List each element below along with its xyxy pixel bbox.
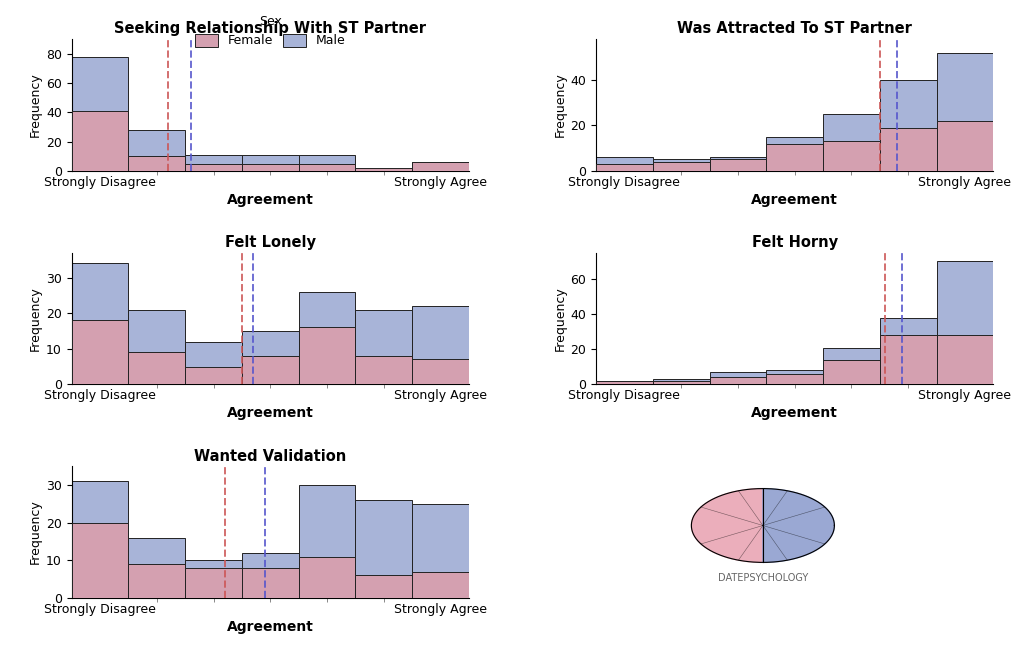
Bar [766,370,823,384]
Bar [937,121,993,171]
Bar [72,263,128,384]
Bar [880,335,937,384]
Bar [710,372,766,384]
Bar [185,155,242,171]
Bar [937,261,993,384]
Bar [242,331,299,384]
Text: DATEPSYCHOLOGY: DATEPSYCHOLOGY [718,573,808,583]
Bar [355,309,413,384]
Title: Seeking Relationship With ST Partner: Seeking Relationship With ST Partner [115,21,426,36]
X-axis label: Agreement: Agreement [752,406,838,421]
X-axis label: Agreement: Agreement [227,620,313,634]
Bar [596,157,652,171]
Y-axis label: Frequency: Frequency [29,73,42,137]
Bar [596,381,652,384]
Title: Was Attracted To ST Partner: Was Attracted To ST Partner [677,21,912,36]
Bar [710,159,766,171]
Bar [128,309,185,384]
Bar [242,552,299,598]
Bar [299,328,355,384]
Bar [413,306,469,384]
X-axis label: Agreement: Agreement [227,193,313,207]
Bar [72,481,128,598]
Bar [355,356,413,384]
Bar [185,342,242,384]
Bar [823,141,880,171]
Bar [185,367,242,384]
Bar [766,144,823,171]
Title: Felt Horny: Felt Horny [752,235,838,250]
Polygon shape [691,489,763,562]
Bar [128,130,185,171]
Bar [128,538,185,598]
Bar [596,164,652,171]
Bar [242,356,299,384]
Title: Wanted Validation: Wanted Validation [195,448,346,463]
Bar [596,381,652,384]
Bar [128,352,185,384]
Bar [355,168,413,171]
Bar [937,53,993,171]
Bar [185,560,242,598]
Bar [413,162,469,171]
Bar [299,556,355,598]
Bar [766,136,823,171]
Bar [652,381,710,384]
Bar [72,523,128,598]
Y-axis label: Frequency: Frequency [553,73,566,137]
Bar [242,568,299,598]
Bar [413,571,469,598]
Bar [299,155,355,171]
Bar [823,348,880,384]
Bar [652,162,710,171]
Bar [128,564,185,598]
Title: Felt Lonely: Felt Lonely [225,235,315,250]
X-axis label: Agreement: Agreement [752,193,838,207]
Legend: Female, Male: Female, Male [189,8,351,54]
Bar [185,164,242,171]
Bar [413,162,469,171]
Bar [299,164,355,171]
Bar [710,378,766,384]
Bar [823,114,880,171]
Bar [72,320,128,384]
Bar [413,359,469,384]
Bar [72,111,128,171]
Y-axis label: Frequency: Frequency [29,286,42,351]
Bar [185,568,242,598]
Bar [880,318,937,384]
Bar [299,485,355,598]
Y-axis label: Frequency: Frequency [29,500,42,564]
Bar [710,157,766,171]
Bar [880,127,937,171]
Bar [242,164,299,171]
Bar [937,335,993,384]
Bar [299,292,355,384]
Bar [880,80,937,171]
Bar [128,156,185,171]
Polygon shape [763,489,835,562]
Bar [413,504,469,598]
Bar [72,57,128,171]
Bar [652,159,710,171]
Bar [355,500,413,598]
Y-axis label: Frequency: Frequency [553,286,566,351]
Bar [242,155,299,171]
Bar [355,575,413,598]
Bar [766,374,823,384]
Bar [823,360,880,384]
X-axis label: Agreement: Agreement [227,406,313,421]
Bar [652,379,710,384]
